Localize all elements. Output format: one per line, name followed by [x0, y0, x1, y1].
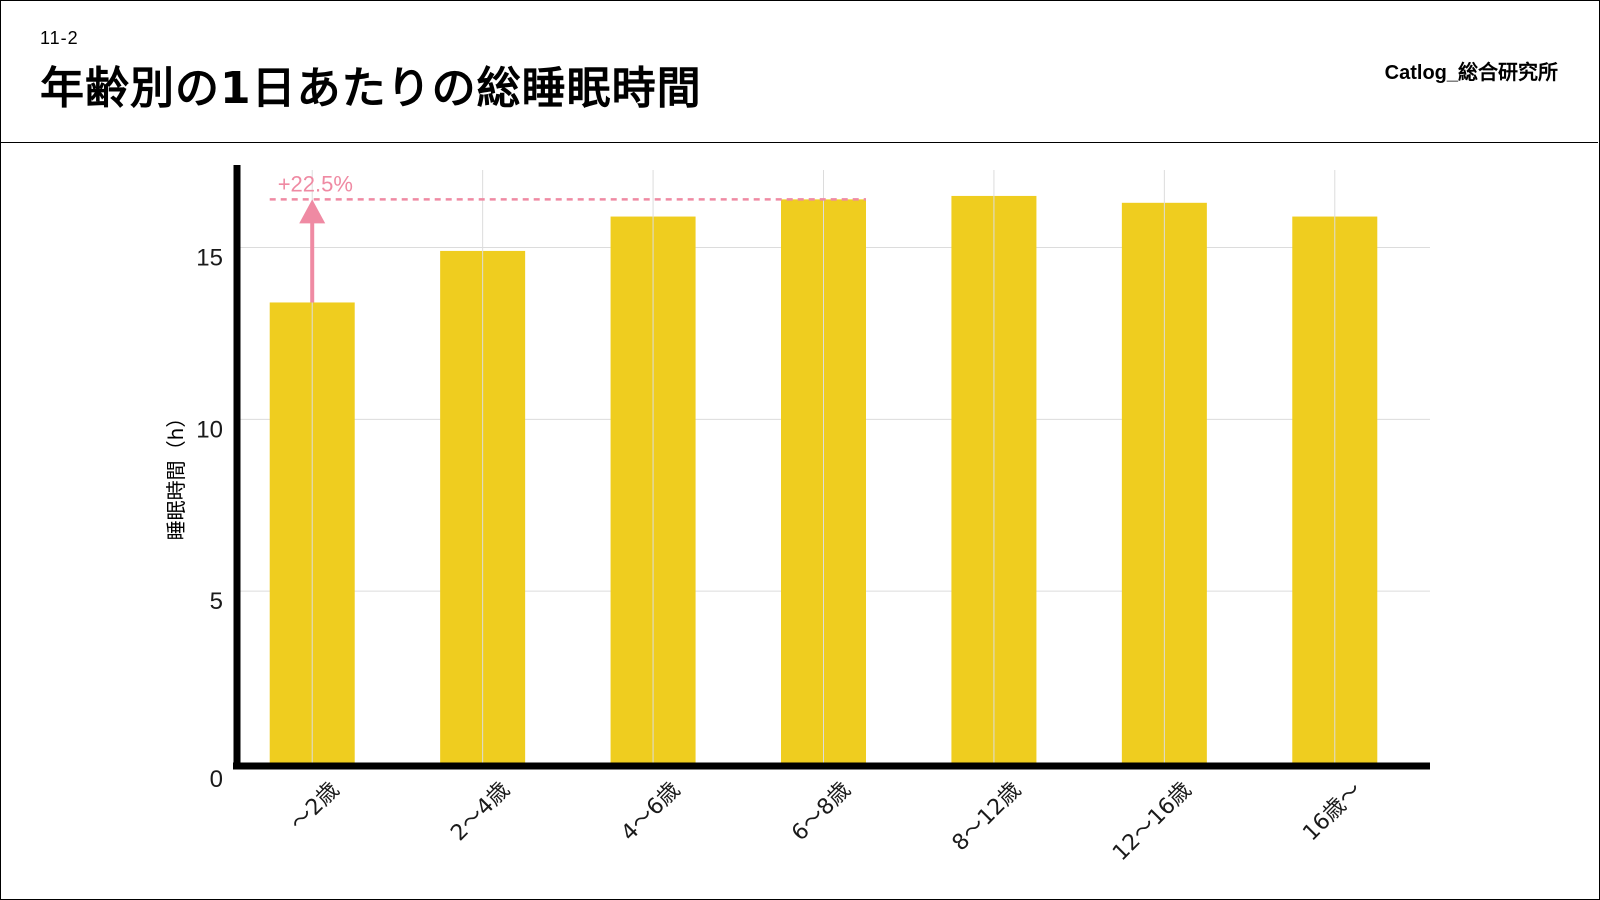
- y-tick-label: 15: [196, 244, 223, 271]
- arrow-up-icon: [299, 199, 326, 224]
- x-tick-label: 8～12歳: [948, 778, 1026, 856]
- slide-number: 11-2: [40, 28, 79, 48]
- x-tick-label: ～2歳: [286, 778, 345, 837]
- x-tick-label: 12～16歳: [1108, 778, 1196, 866]
- x-tick-label: 16歳～: [1298, 778, 1367, 847]
- y-tick-label: 5: [210, 588, 223, 615]
- x-tick-label: 6～8歳: [787, 778, 856, 847]
- x-tick-label: 4～6歳: [617, 778, 686, 847]
- y-tick-label: 10: [196, 416, 223, 443]
- y-tick-label: 0: [210, 766, 223, 793]
- brand-logo: Catlog_総合研究所: [1384, 62, 1558, 84]
- x-tick-label: 2～4歳: [446, 778, 515, 847]
- page-title: 年齢別の1日あたりの総睡眠時間: [40, 63, 702, 114]
- y-axis-label: 睡眠時間（h）: [164, 408, 188, 541]
- annotation-label: +22.5%: [278, 171, 353, 196]
- header: 11-2 年齢別の1日あたりの総睡眠時間 Catlog_総合研究所: [0, 0, 1598, 143]
- bar-chart: 0 5 10 15 ～2歳 2～4歳 4～6歳 6～8歳 8～12歳 12～16歳 16歳～ 睡眠時間…: [164, 165, 1430, 866]
